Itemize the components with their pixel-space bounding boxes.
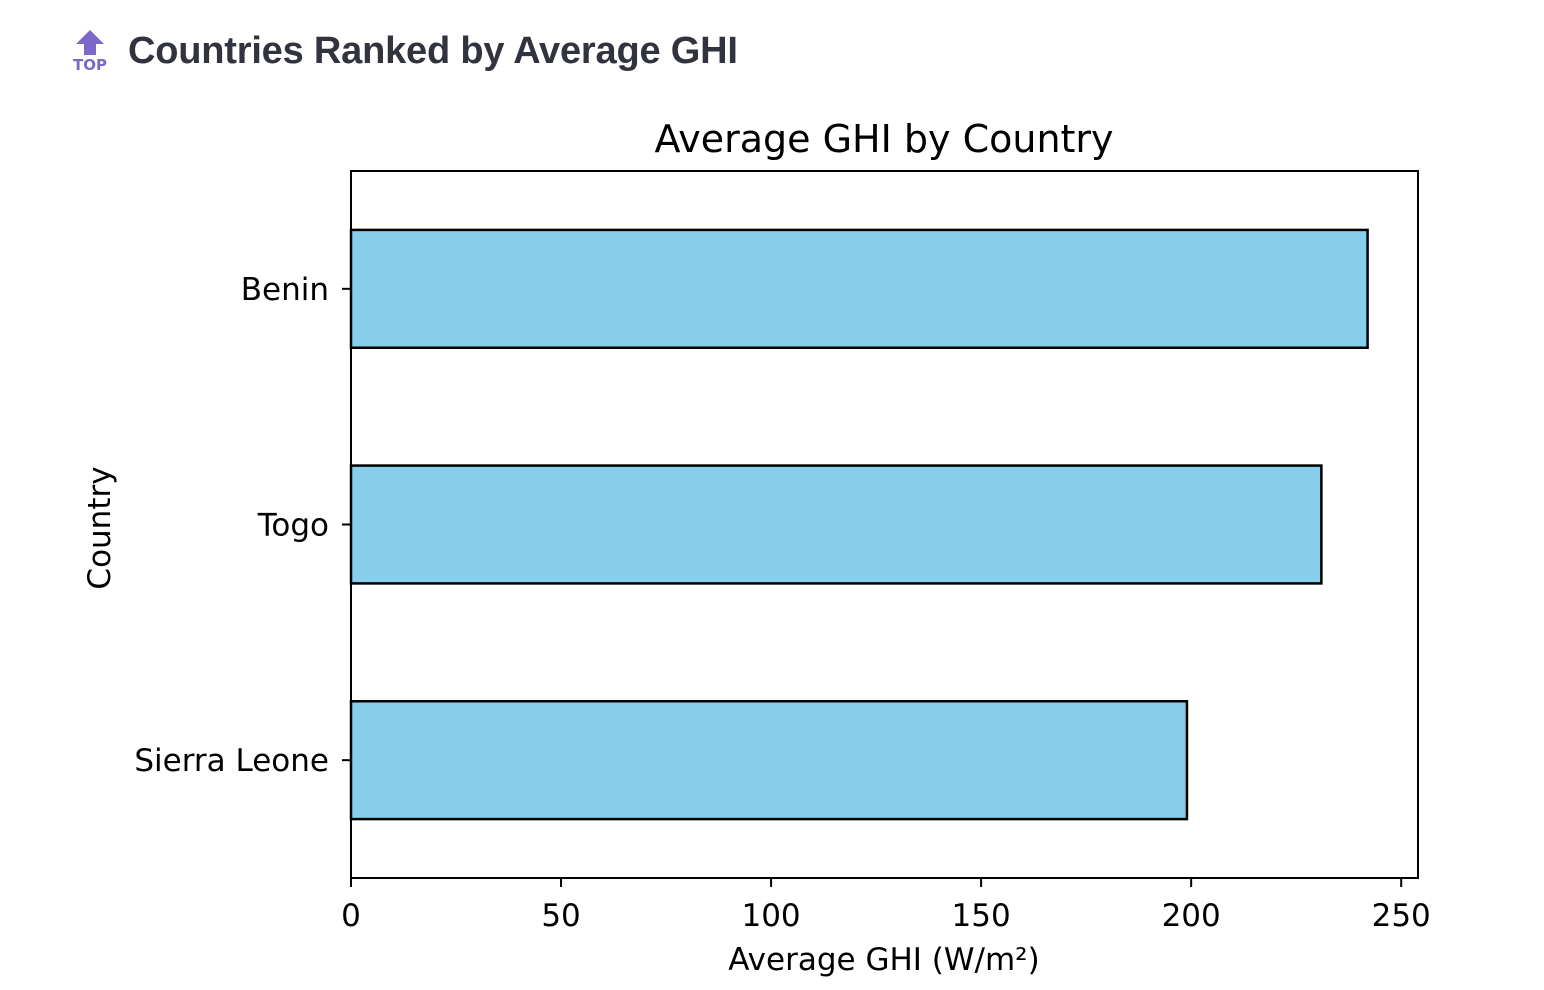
- x-tick-label: 150: [952, 898, 1011, 934]
- y-axis-label: Country: [82, 466, 118, 589]
- page-header: TOP Countries Ranked by Average GHI: [72, 26, 738, 76]
- chart-title: Average GHI by Country: [654, 117, 1113, 161]
- bars-layer: [349, 228, 1369, 821]
- bar-sierra-leone: [349, 700, 1189, 821]
- x-tick-label: 250: [1372, 898, 1431, 934]
- x-tick-label: 50: [541, 898, 580, 934]
- bar-benin: [349, 228, 1369, 350]
- y-ticks-layer: Benin Togo Sierra Leone: [134, 272, 351, 779]
- x-tick-label: 0: [341, 898, 361, 934]
- page-title: Countries Ranked by Average GHI: [128, 29, 738, 72]
- top-icon-label: TOP: [73, 56, 107, 74]
- y-tick-label: Benin: [241, 272, 329, 308]
- y-tick-label: Sierra Leone: [134, 743, 329, 779]
- x-axis-label: Average GHI (W/m²): [728, 942, 1039, 978]
- x-tick-label: 200: [1162, 898, 1221, 934]
- y-tick-label: Togo: [257, 508, 329, 544]
- x-tick-label: 100: [741, 898, 800, 934]
- x-ticks-layer: 0 50 100 150 200 250: [341, 878, 1431, 934]
- top-arrow-icon: TOP: [73, 30, 107, 74]
- bar-togo: [349, 464, 1323, 585]
